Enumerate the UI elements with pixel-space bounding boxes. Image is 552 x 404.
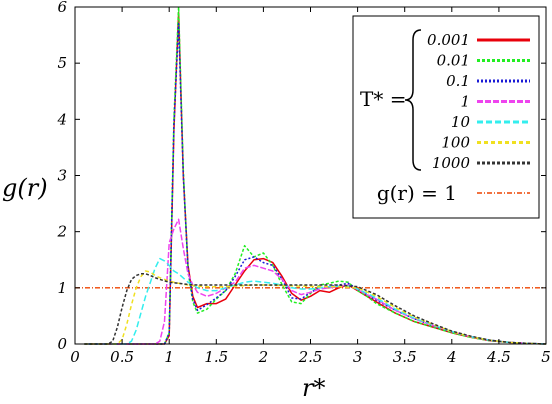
legend-brace xyxy=(404,29,422,171)
series-line-1 xyxy=(84,218,547,345)
legend: T* = 0.001 0.01 0.1 1 10 100 1000 g(r) = 1 xyxy=(352,15,540,219)
legend-group-label: T* = xyxy=(360,87,406,111)
legend-label-10: 10 xyxy=(451,113,471,131)
series-line-1000 xyxy=(84,273,547,345)
legend-label-0.01: 0.01 xyxy=(437,52,470,70)
series-line-100 xyxy=(84,270,547,345)
x-tick-label: 4.5 xyxy=(486,348,511,366)
legend-label-reference: g(r) = 1 xyxy=(377,181,457,205)
legend-label-1: 1 xyxy=(460,93,470,111)
y-axis-label: g(r) xyxy=(2,174,48,202)
x-axis-label: r* xyxy=(302,374,325,402)
y-tick-label: 3 xyxy=(57,167,67,185)
x-tick-label: 4 xyxy=(446,348,457,366)
y-tick-label: 2 xyxy=(56,223,67,241)
legend-label-100: 100 xyxy=(441,134,470,152)
y-tick-label: 6 xyxy=(57,0,67,16)
axis-ticks: 0 0.5 1 1.5 2 2.5 3 3.5 4 4.5 5 0 1 2 3 4 5 6 xyxy=(56,0,550,366)
x-tick-label: 1.5 xyxy=(204,348,228,366)
y-tick-label: 1 xyxy=(57,279,67,297)
x-tick-label: 2 xyxy=(258,348,269,366)
x-tick-label: 0.5 xyxy=(110,348,134,366)
x-tick-label: 5 xyxy=(541,348,551,366)
legend-label-0.001: 0.001 xyxy=(427,31,470,49)
y-tick-label: 5 xyxy=(57,54,67,72)
x-tick-label: 1 xyxy=(164,348,174,366)
legend-box xyxy=(352,15,540,219)
legend-items: 0.001 0.01 0.1 1 10 100 1000 g(r) = 1 xyxy=(377,31,530,205)
x-tick-label: 3 xyxy=(353,348,363,366)
legend-label-0.1: 0.1 xyxy=(446,72,470,90)
y-tick-label: 4 xyxy=(56,110,67,128)
x-tick-label: 3.5 xyxy=(393,348,417,366)
legend-label-1000: 1000 xyxy=(432,154,471,172)
x-tick-label: 2.5 xyxy=(298,348,323,366)
y-tick-label: 0 xyxy=(57,335,67,353)
series-line-10 xyxy=(84,257,547,345)
x-tick-label: 0 xyxy=(70,348,80,366)
plot-lines xyxy=(75,6,547,345)
